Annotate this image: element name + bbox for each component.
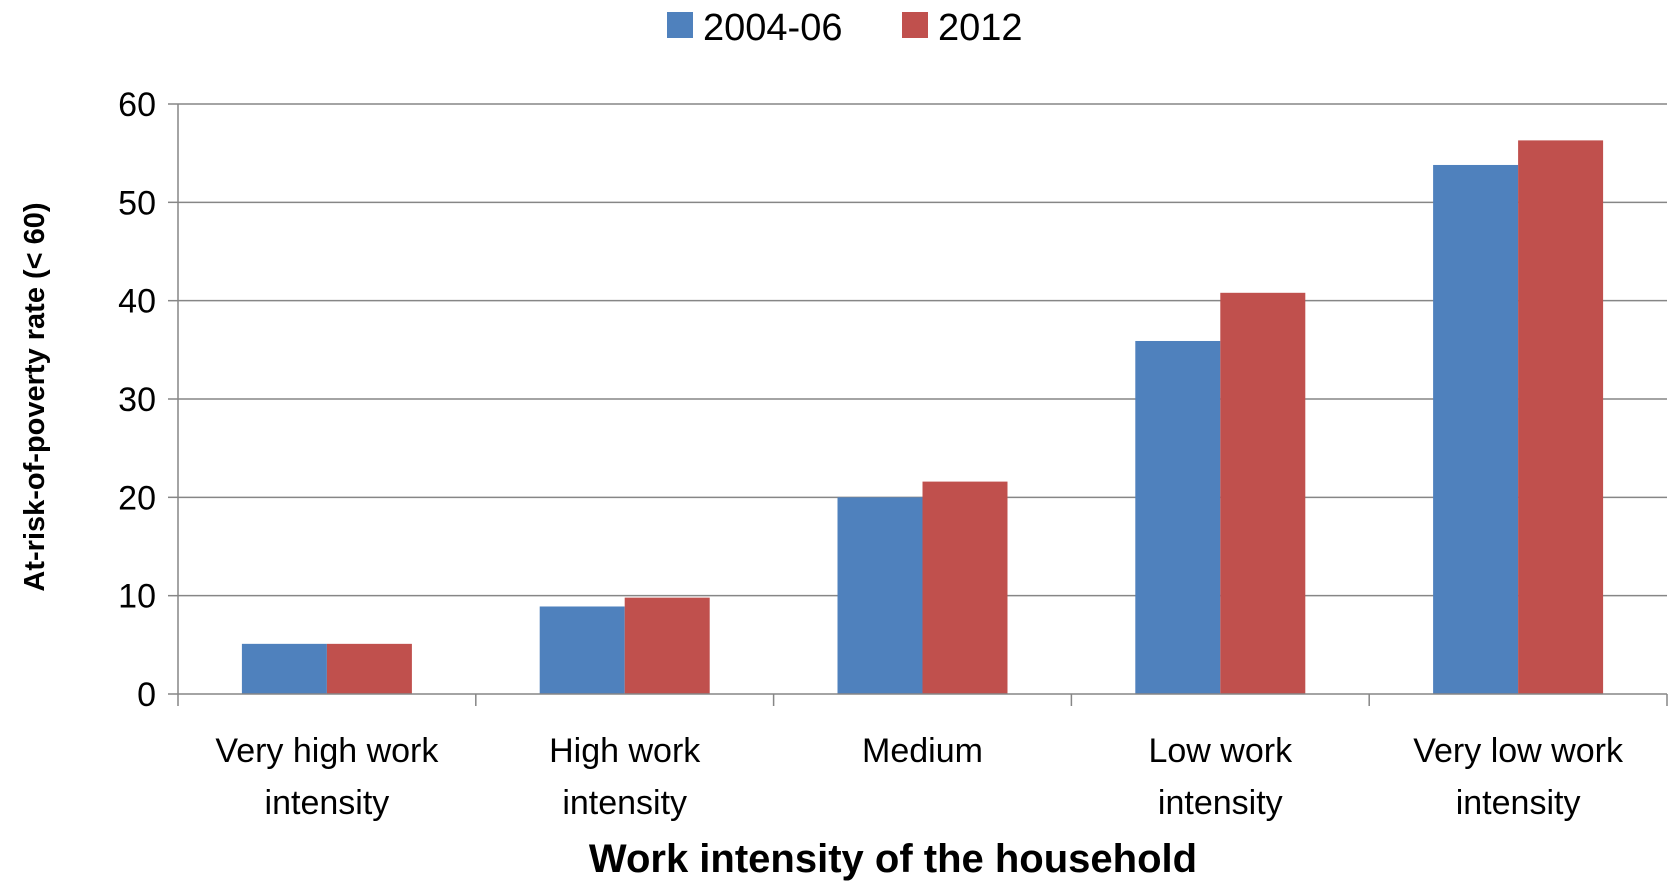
- bar-2004-06-4: [1433, 164, 1519, 694]
- y-tick-label: 50: [118, 184, 156, 222]
- x-category-labels: Very high work intensity High work intensit…: [215, 732, 1624, 822]
- y-tick-label: 40: [118, 283, 156, 321]
- y-tick-label: 30: [118, 381, 156, 419]
- x-category-label-line: intensity: [265, 784, 390, 822]
- x-category-label-line: intensity: [562, 784, 687, 822]
- y-tick-label: 0: [137, 676, 156, 714]
- bar-2004-06-3: [1135, 340, 1221, 694]
- bar-2004-06-2: [837, 497, 923, 694]
- legend: 2004-06 2012: [667, 7, 1023, 49]
- bars: [241, 140, 1604, 695]
- x-category-label-line: Low work: [1148, 732, 1293, 770]
- bar-2012-2: [922, 481, 1008, 694]
- x-category-label: High work intensity: [549, 732, 701, 822]
- y-tick-label: 10: [118, 578, 156, 616]
- y-axis-title: At-risk-of-poverty rate (< 60): [19, 202, 51, 591]
- x-category-label-line: Very low work: [1413, 732, 1624, 770]
- x-category-label: Medium: [862, 732, 983, 770]
- x-category-label: Low work intensity: [1148, 732, 1293, 822]
- x-axis-title: Work intensity of the household: [589, 837, 1197, 881]
- x-category-label-line: Very high work: [215, 732, 439, 770]
- bar-2012-4: [1518, 140, 1604, 695]
- legend-label-2004-06: 2004-06: [703, 7, 842, 49]
- axes: [168, 103, 1668, 706]
- x-category-label-line: High work: [549, 732, 701, 770]
- y-tick-label: 20: [118, 479, 156, 517]
- legend-swatch-2004-06: [667, 12, 693, 38]
- x-category-label-line: intensity: [1456, 784, 1581, 822]
- legend-label-2012: 2012: [938, 7, 1023, 49]
- bar-2012-1: [624, 597, 710, 694]
- x-category-label: Very high work intensity: [215, 732, 439, 822]
- x-category-label-line: Medium: [862, 732, 983, 770]
- legend-swatch-2012: [902, 12, 928, 38]
- x-category-label-line: intensity: [1158, 784, 1283, 822]
- bar-2012-0: [326, 643, 412, 694]
- y-tick-label: 60: [118, 86, 156, 124]
- bar-2004-06-0: [241, 643, 327, 694]
- x-category-label: Very low work intensity: [1413, 732, 1624, 822]
- y-tick-labels: 0 10 20 30 40 50 60: [118, 86, 156, 714]
- bar-2012-3: [1220, 292, 1306, 694]
- bar-2004-06-1: [539, 606, 625, 694]
- gridlines: [178, 103, 1667, 597]
